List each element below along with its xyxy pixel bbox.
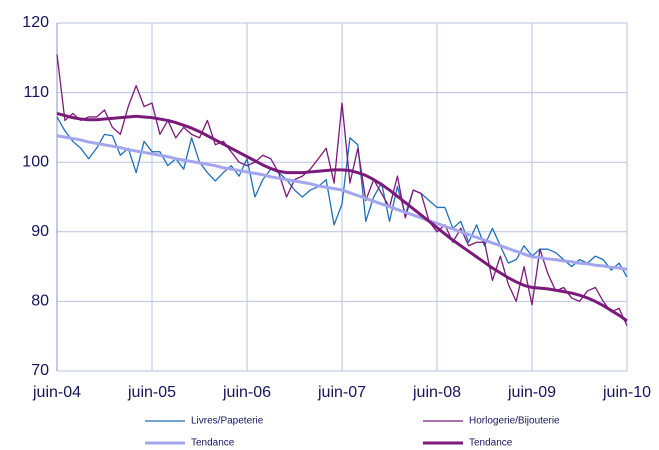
y-tick-label: 70: [31, 362, 49, 379]
series-line: [56, 112, 628, 323]
x-tick-label: juin-05: [127, 384, 176, 401]
legend-label: Tendance: [469, 438, 513, 449]
series-line: [56, 134, 628, 271]
legend-label: Horlogerie/Bijouterie: [469, 416, 560, 427]
y-tick-label: 120: [22, 14, 49, 31]
y-tick-label: 80: [31, 293, 49, 310]
y-tick-label: 90: [31, 223, 49, 240]
x-tick-label: juin-06: [222, 384, 271, 401]
x-tick-label: juin-10: [602, 384, 651, 401]
y-tick-label: 100: [22, 153, 49, 170]
x-tick-label: juin-04: [32, 384, 81, 401]
x-tick-label: juin-07: [317, 384, 366, 401]
y-tick-label: 110: [23, 84, 49, 101]
x-tick-label: juin-09: [507, 384, 556, 401]
x-tick-label: juin-08: [412, 384, 461, 401]
series-line: [56, 54, 628, 327]
legend-label: Tendance: [191, 438, 235, 449]
legend-label: Livres/Papeterie: [191, 416, 264, 427]
